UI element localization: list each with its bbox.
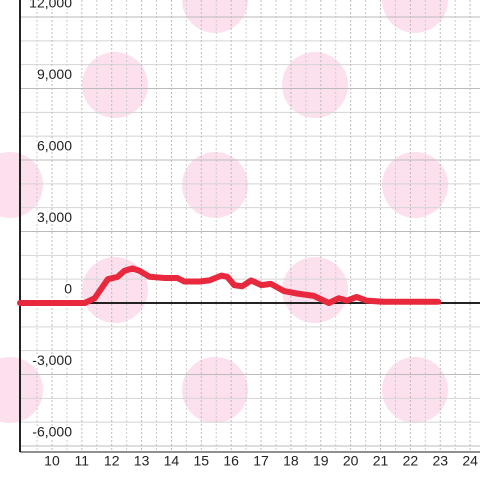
x-tick-label: 18 (283, 453, 299, 469)
y-tick-label: -6,000 (32, 424, 72, 440)
x-tick-label: 19 (313, 453, 329, 469)
y-tick-label: 9,000 (37, 66, 72, 82)
x-tick-label: 15 (194, 453, 210, 469)
x-tick-label: 20 (343, 453, 359, 469)
y-tick-label: 12,000 (29, 0, 72, 11)
x-tick-label: 12 (104, 453, 120, 469)
x-tick-label: 23 (432, 453, 448, 469)
x-tick-label: 24 (462, 453, 478, 469)
y-tick-label: 3,000 (37, 209, 72, 225)
x-tick-label: 16 (223, 453, 239, 469)
x-tick-label: 10 (44, 453, 60, 469)
y-tick-label: 0 (64, 281, 72, 297)
y-tick-label: 6,000 (37, 138, 72, 154)
x-tick-label: 13 (134, 453, 150, 469)
x-tick-label: 14 (164, 453, 180, 469)
x-tick-label: 11 (75, 453, 90, 469)
x-tick-label: 17 (253, 453, 269, 469)
x-tick-label: 22 (403, 453, 419, 469)
x-tick-label: 21 (373, 453, 389, 469)
y-tick-label: -3,000 (32, 352, 72, 368)
data-line (17, 265, 442, 306)
